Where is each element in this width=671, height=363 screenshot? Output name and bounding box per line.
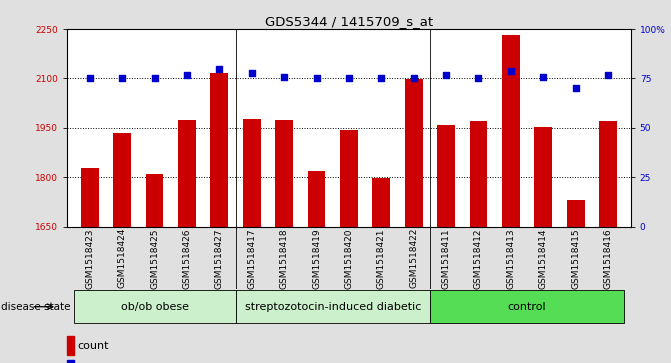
Text: GSM1518426: GSM1518426: [183, 228, 191, 289]
Point: [214, 66, 225, 72]
Point: [311, 76, 322, 81]
Point: [278, 74, 289, 79]
Text: ob/ob obese: ob/ob obese: [121, 302, 189, 312]
Text: GSM1518412: GSM1518412: [474, 228, 483, 289]
FancyBboxPatch shape: [236, 290, 430, 323]
Bar: [307, 171, 325, 227]
Text: GSM1518413: GSM1518413: [507, 228, 515, 289]
Text: GSM1518419: GSM1518419: [312, 228, 321, 289]
Point: [603, 72, 613, 77]
Bar: [178, 120, 196, 227]
FancyBboxPatch shape: [74, 290, 236, 323]
Text: GSM1518421: GSM1518421: [377, 228, 386, 289]
Point: [376, 76, 386, 81]
Point: [117, 76, 127, 81]
Point: [505, 68, 516, 73]
Point: [85, 76, 95, 81]
Point: [538, 74, 549, 79]
Text: GSM1518422: GSM1518422: [409, 228, 418, 289]
Point: [409, 76, 419, 81]
Text: GSM1518414: GSM1518414: [539, 228, 548, 289]
Text: control: control: [508, 302, 546, 312]
Text: GSM1518423: GSM1518423: [85, 228, 94, 289]
Bar: [81, 168, 99, 227]
Text: GSM1518416: GSM1518416: [604, 228, 613, 289]
Bar: [275, 120, 293, 227]
Text: GSM1518418: GSM1518418: [280, 228, 289, 289]
Text: GSM1518417: GSM1518417: [247, 228, 256, 289]
Bar: [67, 336, 74, 355]
Bar: [405, 79, 423, 227]
Text: GSM1518424: GSM1518424: [117, 228, 127, 289]
Bar: [146, 174, 164, 227]
Bar: [113, 133, 131, 227]
Bar: [211, 73, 228, 227]
Point: [570, 85, 581, 91]
Bar: [534, 127, 552, 227]
Text: GSM1518411: GSM1518411: [442, 228, 451, 289]
FancyBboxPatch shape: [430, 290, 624, 323]
Text: count: count: [77, 341, 109, 351]
Bar: [340, 130, 358, 227]
Bar: [470, 121, 487, 227]
Point: [344, 76, 354, 81]
Text: GSM1518427: GSM1518427: [215, 228, 224, 289]
Bar: [437, 125, 455, 227]
Text: GSM1518420: GSM1518420: [344, 228, 354, 289]
Point: [246, 70, 257, 76]
Bar: [67, 360, 74, 363]
Title: GDS5344 / 1415709_s_at: GDS5344 / 1415709_s_at: [265, 15, 433, 28]
Text: GSM1518425: GSM1518425: [150, 228, 159, 289]
Text: GSM1518415: GSM1518415: [571, 228, 580, 289]
Bar: [567, 200, 584, 227]
Bar: [599, 121, 617, 227]
Bar: [243, 119, 260, 227]
Bar: [372, 178, 391, 227]
Bar: [502, 34, 520, 227]
Point: [149, 76, 160, 81]
Text: disease state: disease state: [1, 302, 71, 312]
Point: [473, 76, 484, 81]
Point: [182, 72, 193, 77]
Text: streptozotocin-induced diabetic: streptozotocin-induced diabetic: [244, 302, 421, 312]
Point: [441, 72, 452, 77]
